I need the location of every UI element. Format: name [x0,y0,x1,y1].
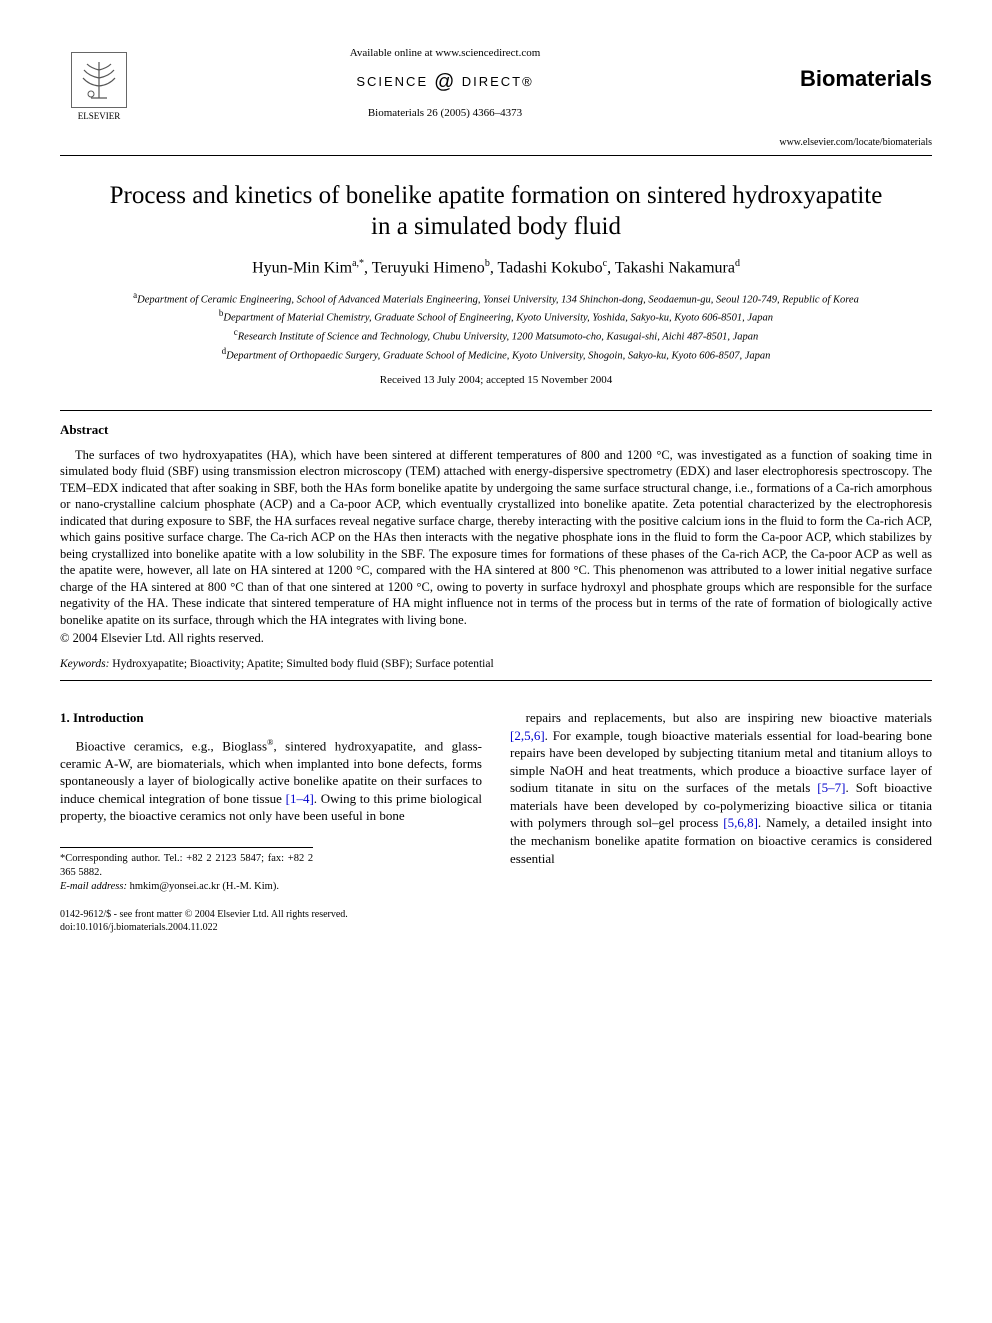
ref-link-5-6-8[interactable]: [5,6,8] [723,815,758,830]
ref-link-5-7[interactable]: [5–7] [817,780,845,795]
intro-paragraph-left: Bioactive ceramics, e.g., Bioglass®, sin… [60,737,482,825]
affiliation-d: dDepartment of Orthopaedic Surgery, Grad… [90,345,902,364]
footer-line-2: doi:10.1016/j.biomaterials.2004.11.022 [60,921,482,934]
journal-logo: Biomaterials [752,64,932,94]
abstract-bottom-rule [60,680,932,681]
affiliation-a: aDepartment of Ceramic Engineering, Scho… [90,289,902,308]
intro-heading: 1. Introduction [60,709,482,727]
right-column: repairs and replacements, but also are i… [510,709,932,934]
article-title: Process and kinetics of bonelike apatite… [100,180,892,243]
abstract-heading: Abstract [60,421,932,439]
left-column: 1. Introduction Bioactive ceramics, e.g.… [60,709,482,934]
authors-line: Hyun-Min Kima,*, Teruyuki Himenob, Tadas… [60,257,932,279]
journal-url[interactable]: www.elsevier.com/locate/biomaterials [752,136,932,150]
abstract-text: The surfaces of two hydroxyapatites (HA)… [60,447,932,629]
keywords-text: Hydroxyapatite; Bioactivity; Apatite; Si… [109,658,493,670]
footer-line-1: 0142-9612/$ - see front matter © 2004 El… [60,908,482,921]
sd-word-2: DIRECT® [462,74,534,89]
available-online-text: Available online at www.sciencedirect.co… [138,46,752,61]
center-header: Available online at www.sciencedirect.co… [138,40,752,125]
sciencedirect-logo: SCIENCE @ DIRECT® [138,69,752,96]
elsevier-tree-icon [71,52,127,108]
email-label: E-mail address: [60,881,127,892]
affiliation-b: bDepartment of Material Chemistry, Gradu… [90,307,902,326]
abstract-body: The surfaces of two hydroxyapatites (HA)… [60,447,932,647]
body-columns: 1. Introduction Bioactive ceramics, e.g.… [60,709,932,934]
sd-word-1: SCIENCE [356,74,428,89]
affiliations: aDepartment of Ceramic Engineering, Scho… [90,289,902,364]
affiliation-b-text: Department of Material Chemistry, Gradua… [223,313,773,324]
ref-link-1-4[interactable]: [1–4] [286,791,314,806]
ref-link-2-5-6[interactable]: [2,5,6] [510,728,545,743]
affiliation-d-text: Department of Orthopaedic Surgery, Gradu… [226,350,770,361]
email-value[interactable]: hmkim@yonsei.ac.kr (H.-M. Kim). [127,881,279,892]
footnote-block: *Corresponding author. Tel.: +82 2 2123 … [60,847,313,895]
abstract-top-rule [60,410,932,411]
corresponding-author: *Corresponding author. Tel.: +82 2 2123 … [60,852,313,880]
page-header: ELSEVIER Available online at www.science… [60,40,932,149]
article-dates: Received 13 July 2004; accepted 15 Novem… [60,373,932,388]
email-line: E-mail address: hmkim@yonsei.ac.kr (H.-M… [60,880,313,894]
publisher-name: ELSEVIER [78,110,121,122]
affiliation-c: cResearch Institute of Science and Techn… [90,326,902,345]
keywords-label: Keywords: [60,658,109,670]
right-header: Biomaterials www.elsevier.com/locate/bio… [752,40,932,149]
affiliation-c-text: Research Institute of Science and Techno… [238,331,758,342]
footer-block: 0142-9612/$ - see front matter © 2004 El… [60,908,482,934]
intro-paragraph-right: repairs and replacements, but also are i… [510,709,932,867]
affiliation-a-text: Department of Ceramic Engineering, Schoo… [137,294,859,305]
header-rule [60,155,932,156]
copyright-line: © 2004 Elsevier Ltd. All rights reserved… [60,630,932,647]
sd-at-icon: @ [434,71,456,93]
publisher-logo: ELSEVIER [60,40,138,122]
keywords-line: Keywords: Hydroxyapatite; Bioactivity; A… [60,657,932,673]
journal-reference: Biomaterials 26 (2005) 4366–4373 [138,106,752,121]
